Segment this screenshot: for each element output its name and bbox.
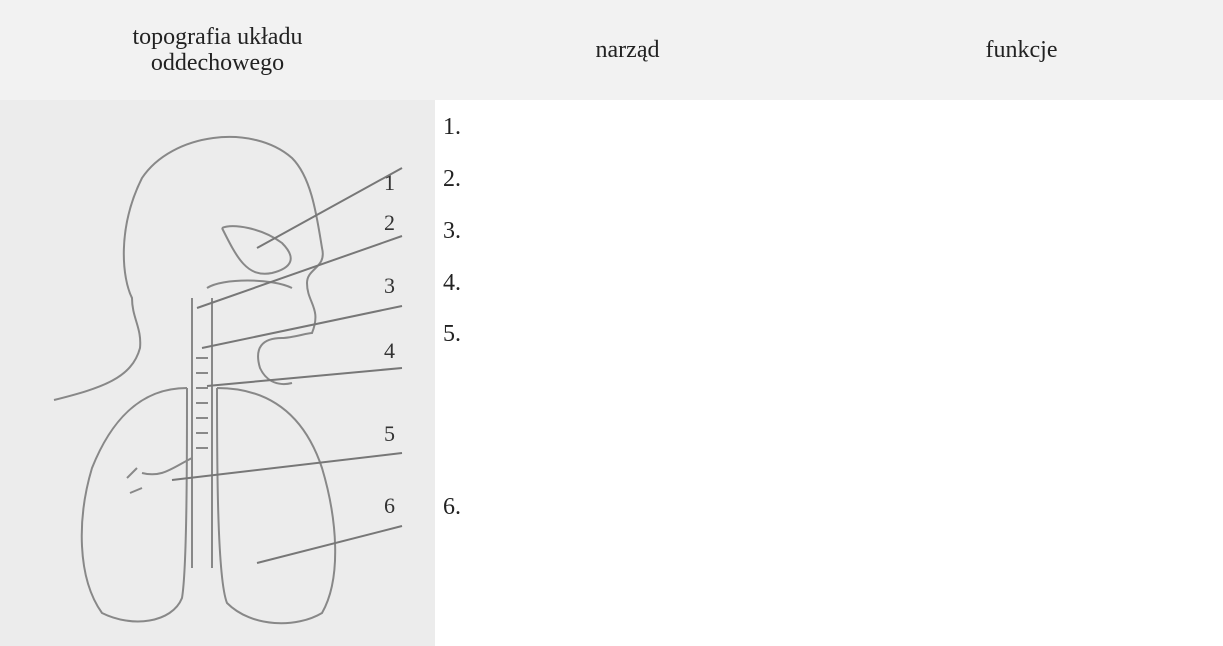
label-lines (171, 167, 403, 564)
organ-item: 3. (443, 218, 461, 244)
label-line (256, 167, 403, 249)
organ-item: 4. (443, 270, 461, 296)
organ-item: 6. (443, 494, 461, 520)
figure-label: 6 (384, 493, 395, 518)
figure-label: 1 (384, 170, 395, 195)
label-line (256, 525, 403, 564)
label-line (196, 235, 403, 309)
figure-drawing (53, 136, 337, 625)
label-line (201, 305, 403, 349)
figure-label: 2 (384, 210, 395, 235)
organ-item: 2. (443, 166, 461, 192)
header-text: topografia układu oddechowego (132, 24, 303, 76)
header-cell: topografia układu oddechowego (0, 0, 435, 100)
figure-label: 4 (384, 338, 395, 363)
respiratory-figure: 1 2 3 4 5 6 (22, 108, 425, 635)
organ-item: 1. (443, 114, 461, 140)
header-text: narząd (595, 37, 660, 63)
figure-label: 3 (384, 273, 395, 298)
figure-label: 5 (384, 421, 395, 446)
header-cell: narząd (435, 0, 820, 100)
header-cell: funkcje (820, 0, 1223, 100)
label-line (171, 452, 403, 481)
label-line (206, 367, 403, 387)
header-text: funkcje (985, 37, 1058, 63)
organ-item: 5. (443, 321, 461, 347)
